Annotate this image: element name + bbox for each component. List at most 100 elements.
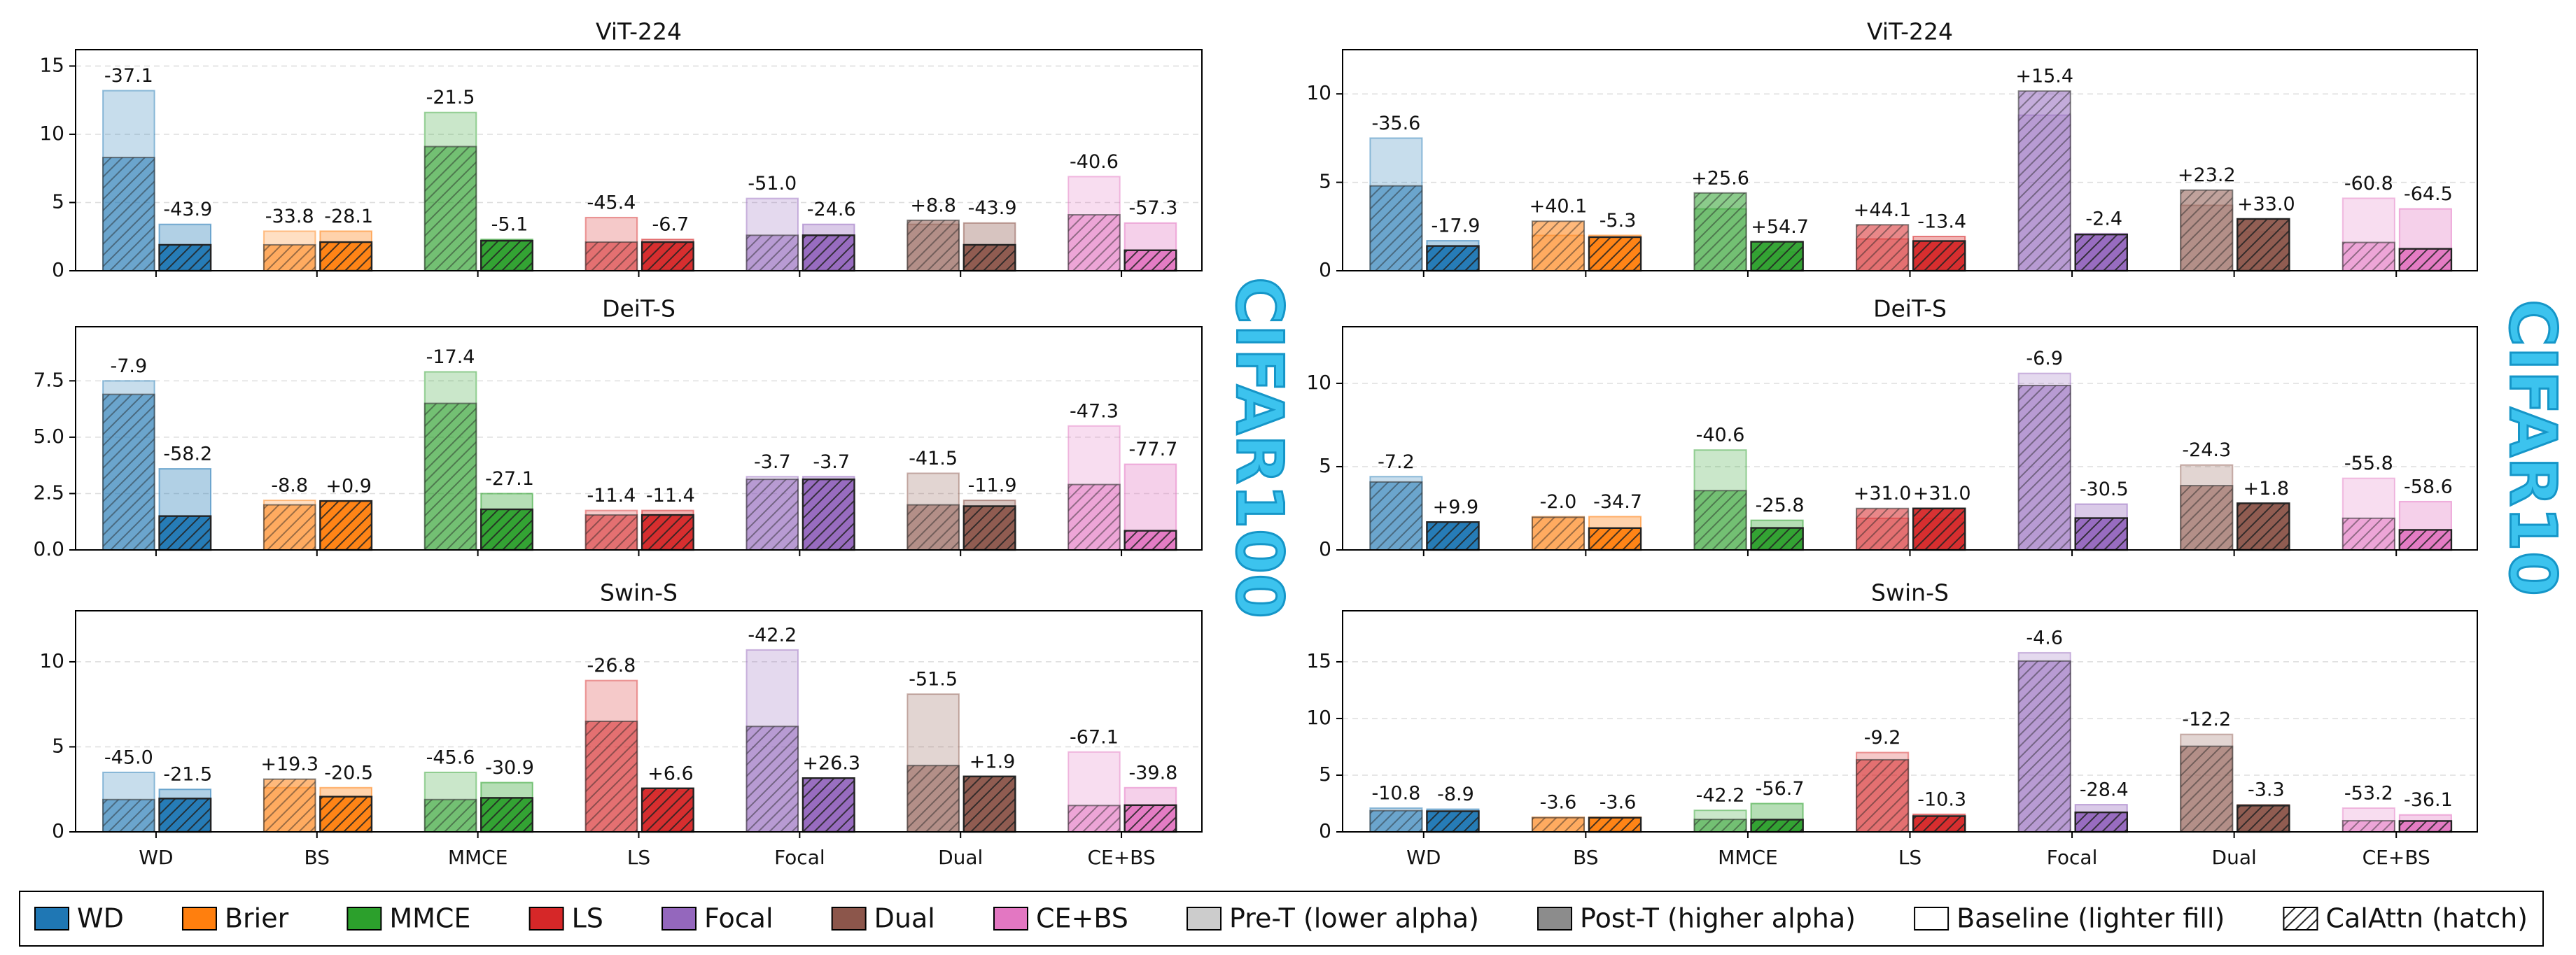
- change-label: +8.8: [910, 194, 956, 216]
- calattn-bar: [1124, 530, 1177, 551]
- calattn-bar: [1588, 236, 1642, 272]
- legend-label: Brier: [225, 903, 289, 934]
- calattn-bar: [2342, 241, 2395, 271]
- calattn-bar: [1369, 809, 1423, 833]
- x-tick-label: BS: [1573, 846, 1599, 869]
- legend-swatch: [2283, 907, 2318, 931]
- calattn-bar: [480, 508, 533, 551]
- calattn-bar: [1912, 240, 1966, 272]
- calattn-bar: [906, 219, 960, 271]
- panel-title: Swin-S: [1871, 579, 1949, 607]
- change-label: -5.3: [1600, 210, 1637, 232]
- calattn-bar: [1426, 810, 1480, 833]
- change-label: -9.2: [1864, 727, 1901, 749]
- calattn-bar: [640, 241, 694, 272]
- change-label: +19.3: [260, 754, 318, 775]
- calattn-bar: [1124, 804, 1177, 833]
- calattn-bar: [802, 777, 855, 833]
- calattn-bar: [2342, 820, 2395, 833]
- y-tick-label: 0.0: [33, 537, 64, 560]
- calattn-bar: [746, 479, 799, 551]
- change-label: +25.6: [1691, 167, 1749, 189]
- change-label: -58.6: [2404, 476, 2453, 497]
- x-tick-label: MMCE: [1718, 846, 1778, 869]
- change-label: -51.5: [909, 669, 958, 691]
- change-label: -30.9: [485, 757, 534, 779]
- change-label: -43.9: [163, 199, 212, 220]
- calattn-bar: [2180, 189, 2234, 272]
- change-label: +6.6: [648, 763, 694, 784]
- y-tick-label: 10: [1306, 706, 1331, 729]
- calattn-bar: [962, 243, 1016, 272]
- x-tick-label: LS: [627, 846, 650, 869]
- change-label: -4.6: [2026, 627, 2063, 649]
- calattn-bar: [2180, 745, 2234, 833]
- change-label: -45.0: [104, 747, 153, 768]
- y-tick-label: 15: [39, 53, 64, 76]
- change-label: -41.5: [909, 448, 958, 469]
- calattn-bar: [2017, 90, 2071, 271]
- calattn-bar: [158, 243, 212, 272]
- calattn-bar: [2236, 805, 2290, 833]
- dataset-label: CIFAR100: [1222, 277, 1297, 618]
- calattn-bar: [158, 515, 212, 551]
- x-tick-label: Focal: [2047, 846, 2098, 869]
- legend-swatch: [831, 907, 867, 931]
- calattn-bar: [1912, 815, 1966, 833]
- legend-label: CE+BS: [1036, 903, 1128, 934]
- legend-swatch: [34, 907, 69, 931]
- legend-swatch: [528, 907, 564, 931]
- calattn-bar: [1693, 192, 1747, 272]
- y-tick-label: 5: [1319, 763, 1331, 786]
- calattn-bar: [319, 241, 373, 272]
- change-label: +44.1: [1854, 199, 1912, 221]
- x-tick-label: WD: [1406, 846, 1441, 869]
- change-label: -42.2: [1696, 785, 1745, 807]
- y-tick-label: 0: [1319, 258, 1331, 281]
- calattn-bar: [262, 778, 316, 833]
- y-tick-label: 15: [1306, 649, 1331, 672]
- change-label: -67.1: [1070, 726, 1119, 748]
- change-label: -12.2: [2182, 709, 2231, 730]
- change-label: -55.8: [2344, 453, 2393, 474]
- calattn-bar: [2342, 517, 2395, 551]
- calattn-bar: [2074, 811, 2129, 833]
- change-label: -2.4: [2085, 208, 2122, 229]
- calattn-bar: [1912, 507, 1966, 551]
- calattn-bar: [1750, 819, 1804, 833]
- change-label: -39.8: [1129, 762, 1178, 784]
- legend-swatch: [1914, 907, 1949, 931]
- calattn-bar: [1531, 220, 1586, 271]
- calattn-bar: [2017, 660, 2071, 833]
- panel-title: DeiT-S: [602, 295, 676, 323]
- axes-frame: [75, 49, 1203, 271]
- dataset-label: CIFAR10: [2496, 299, 2570, 596]
- change-label: -21.5: [163, 764, 212, 786]
- change-label: -24.3: [2182, 439, 2231, 461]
- panel-title: DeiT-S: [1873, 295, 1947, 323]
- change-label: -3.3: [2248, 779, 2285, 801]
- calattn-bar: [1588, 816, 1642, 833]
- change-label: -10.8: [1371, 782, 1420, 804]
- calattn-bar: [1750, 527, 1804, 551]
- calattn-bar: [746, 726, 799, 833]
- change-label: -35.6: [1371, 113, 1420, 134]
- y-tick-label: 5.0: [33, 425, 64, 448]
- change-label: -53.2: [2344, 782, 2393, 804]
- change-label: -3.7: [813, 451, 850, 473]
- change-label: -21.5: [426, 87, 475, 108]
- change-label: -11.4: [587, 485, 636, 507]
- calattn-bar: [1856, 224, 1910, 271]
- calattn-bar: [1531, 516, 1586, 551]
- y-tick-label: 10: [1306, 81, 1331, 104]
- calattn-bar: [1856, 758, 1910, 833]
- change-label: -42.2: [748, 624, 797, 646]
- change-label: -64.5: [2404, 183, 2453, 205]
- change-label: +0.9: [326, 476, 372, 497]
- calattn-bar: [2017, 385, 2071, 551]
- calattn-bar: [1124, 249, 1177, 272]
- legend-label: CalAttn (hatch): [2325, 903, 2528, 934]
- calattn-bar: [2398, 529, 2453, 551]
- y-tick-label: 5: [1319, 170, 1331, 193]
- x-tick-label: Focal: [774, 846, 825, 869]
